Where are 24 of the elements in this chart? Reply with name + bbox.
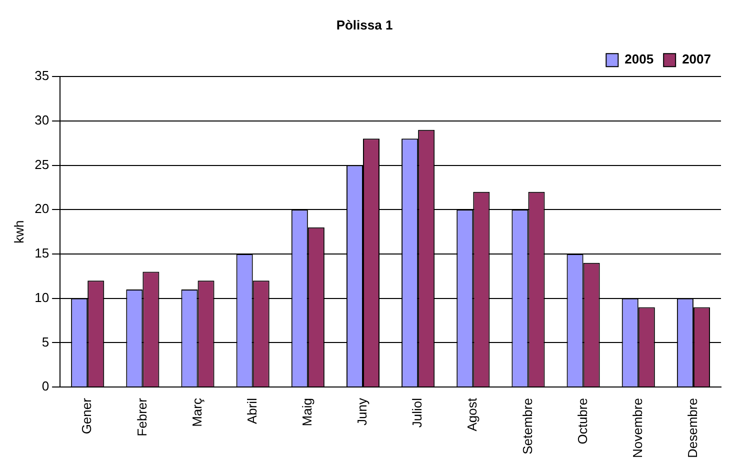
y-axis-title: kwh [11,220,26,244]
chart-title: Pòlissa 1 [336,17,393,32]
x-tick-label: Juliol [410,398,425,428]
y-tick-label: 30 [34,112,50,128]
legend-label: 2007 [682,52,711,67]
x-tick-label: Setembre [520,398,535,454]
x-tick-label: Abril [244,398,260,424]
y-tick-label: 0 [42,378,50,394]
x-tick-label: Agost [464,398,480,432]
x-tick-label: Març [189,398,204,427]
y-tick-label: 35 [34,68,50,84]
x-tick-label: Maig [299,398,314,426]
y-tick-label: 25 [34,156,50,172]
x-tick-label: Gener [79,397,94,434]
x-tick-label: Octubre [574,398,590,444]
y-tick-label: 15 [34,246,50,261]
x-tick-label: Febrer [134,397,150,436]
x-tick-label: Desembre [685,398,700,458]
y-tick-label: 10 [34,290,50,305]
x-tick-label: Novembre [630,398,645,458]
y-tick-label: 20 [34,201,50,216]
y-tick-label: 5 [42,334,50,350]
legend-label: 2005 [624,52,654,67]
x-tick-label: Juny [354,398,370,426]
